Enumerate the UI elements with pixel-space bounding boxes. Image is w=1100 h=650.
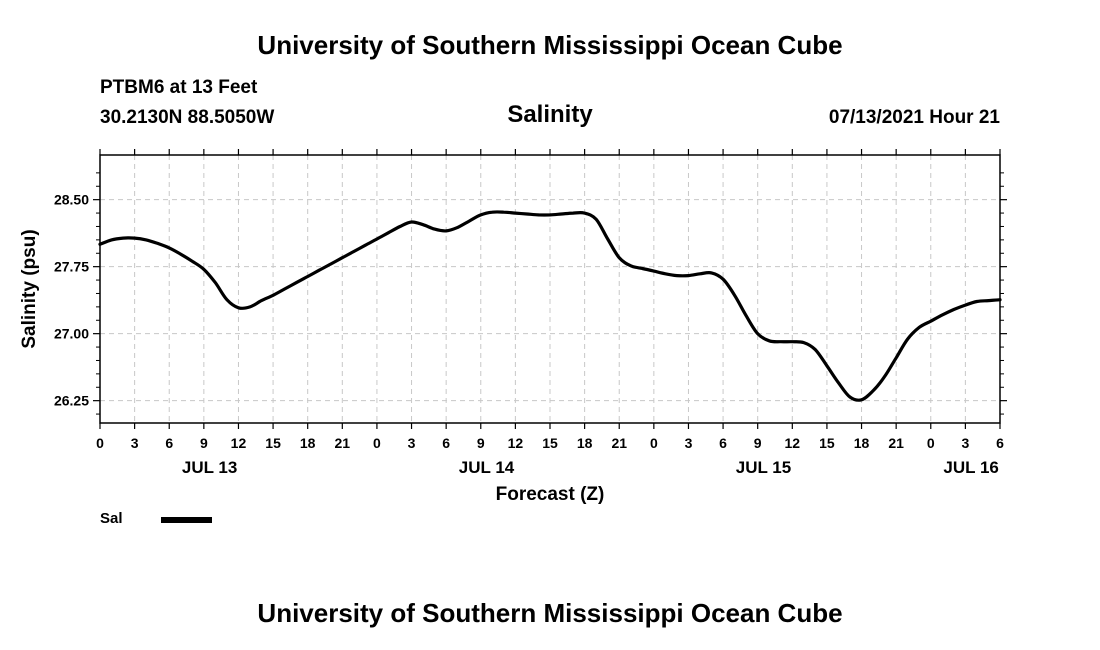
- header-title: University of Southern Mississippi Ocean…: [257, 30, 843, 60]
- x-tick-label: 6: [442, 435, 450, 451]
- x-tick-label: 3: [961, 435, 969, 451]
- x-tick-label: 0: [650, 435, 658, 451]
- x-tick-label: 21: [335, 435, 351, 451]
- x-tick-label: 6: [165, 435, 173, 451]
- legend-label: Sal: [100, 510, 123, 527]
- chart-title: Salinity: [507, 101, 593, 128]
- x-tick-label: 15: [819, 435, 835, 451]
- x-tick-label: 12: [508, 435, 524, 451]
- x-tick-label: 18: [300, 435, 316, 451]
- x-tick-label: 21: [611, 435, 627, 451]
- x-tick-label: 21: [888, 435, 904, 451]
- y-tick-label: 27.00: [54, 326, 89, 342]
- coordinates-label: 30.2130N 88.5050W: [100, 107, 275, 128]
- x-tick-label: 18: [854, 435, 870, 451]
- date-label: JUL 13: [182, 458, 237, 477]
- station-label: PTBM6 at 13 Feet: [100, 77, 258, 98]
- series-line-sal: [98, 210, 1002, 402]
- y-tick-label: 27.75: [54, 259, 89, 275]
- date-label: JUL 15: [736, 458, 791, 477]
- datetime-label: 07/13/2021 Hour 21: [828, 107, 1000, 128]
- x-axis-label: Forecast (Z): [496, 484, 605, 505]
- x-tick-label: 3: [408, 435, 416, 451]
- x-tick-label: 12: [785, 435, 801, 451]
- x-tick-label: 9: [754, 435, 762, 451]
- x-tick-label: 0: [927, 435, 935, 451]
- y-tick-label: 26.25: [54, 393, 89, 409]
- y-tick-label: 28.50: [54, 192, 89, 208]
- x-tick-label: 3: [685, 435, 693, 451]
- legend-swatch: [161, 517, 212, 523]
- x-tick-label: 0: [373, 435, 381, 451]
- y-axis-label: Salinity (psu): [19, 229, 40, 348]
- x-tick-label: 9: [200, 435, 208, 451]
- x-tick-label: 6: [996, 435, 1004, 451]
- x-tick-label: 0: [96, 435, 104, 451]
- x-tick-label: 15: [265, 435, 281, 451]
- x-tick-label: 18: [577, 435, 593, 451]
- x-tick-label: 12: [231, 435, 247, 451]
- footer-title: University of Southern Mississippi Ocean…: [257, 598, 843, 628]
- date-label: JUL 16: [943, 458, 998, 477]
- x-tick-label: 3: [131, 435, 139, 451]
- date-label: JUL 14: [459, 458, 515, 477]
- x-tick-label: 6: [719, 435, 727, 451]
- x-tick-label: 15: [542, 435, 558, 451]
- x-tick-label: 9: [477, 435, 485, 451]
